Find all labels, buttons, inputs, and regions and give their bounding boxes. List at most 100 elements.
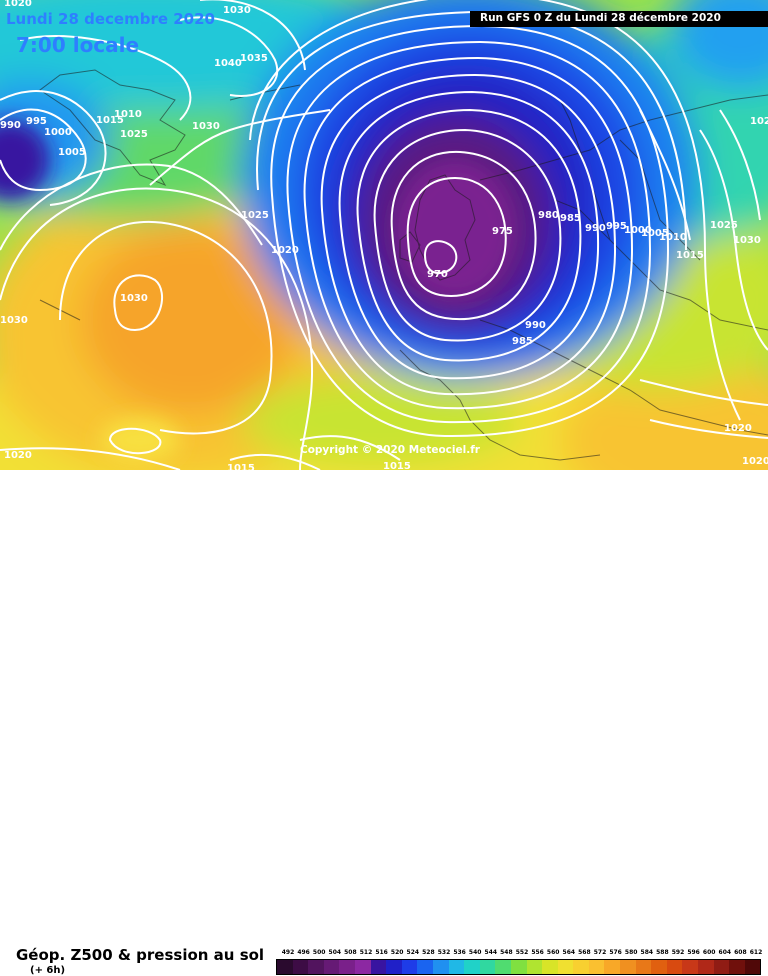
legend-swatch — [464, 960, 480, 974]
legend-value: 596 — [687, 949, 700, 956]
legend-value: 576 — [609, 949, 622, 956]
isobar-label: 985 — [560, 213, 581, 224]
legend-swatch — [417, 960, 433, 974]
isobar-label: 1005 — [58, 147, 86, 158]
legend-swatch — [386, 960, 402, 974]
forecast-date: Lundi 28 decembre 2020 — [6, 10, 215, 28]
isobar-label: 1025 — [241, 210, 269, 221]
isobar-label: 1030 — [120, 293, 148, 304]
legend-swatch — [323, 960, 340, 974]
legend-swatch — [401, 960, 418, 974]
legend-swatch — [713, 960, 730, 974]
color-legend — [276, 959, 762, 975]
legend-swatch — [682, 960, 699, 974]
legend-value: 492 — [281, 949, 295, 956]
legend-value: 540 — [468, 949, 482, 956]
isobar-label: 1025 — [120, 129, 148, 140]
legend-value: 504 — [328, 949, 342, 956]
legend-value: 580 — [624, 949, 638, 956]
legend-swatch — [370, 960, 387, 974]
legend-value: 572 — [593, 949, 607, 956]
isobar-label: 1015 — [96, 115, 124, 126]
legend-swatch — [588, 960, 605, 974]
isobar-label: 985 — [512, 336, 533, 347]
legend-swatch — [729, 960, 745, 974]
isobar-label: 1030 — [223, 5, 251, 16]
legend-swatch — [744, 960, 761, 974]
forecast-local-time: 7:00 locale — [16, 33, 140, 57]
legend-value: 544 — [484, 949, 498, 956]
legend-swatch — [479, 960, 496, 974]
isobar-label: 1000 — [44, 127, 72, 138]
z500-pressure-map: 1030 1040 1035 1010 1015 1025 1030 995 1… — [0, 0, 768, 470]
legend-value: 536 — [453, 949, 466, 956]
map-caption: Géop. Z500 & pression au sol — [16, 946, 265, 964]
legend-swatch — [432, 960, 449, 974]
legend-value: 568 — [578, 949, 591, 956]
legend-swatch — [448, 960, 465, 974]
isobar-label: 990 — [0, 120, 21, 131]
run-banner — [470, 11, 768, 27]
isobar-label: 1015 — [676, 250, 704, 261]
legend-swatch — [635, 960, 652, 974]
legend-value: 552 — [515, 949, 529, 956]
legend-swatch — [510, 960, 527, 974]
legend-value: 496 — [297, 949, 310, 956]
isobar-label: 1010 — [114, 109, 142, 120]
legend-swatch — [495, 960, 511, 974]
legend-swatch — [557, 960, 574, 974]
isobar-label: 1005 — [641, 228, 669, 239]
isobar-label: 1030 — [0, 315, 28, 326]
legend-value: 564 — [562, 949, 576, 956]
legend-value: 600 — [702, 949, 716, 956]
isobar-label: 1020 — [724, 423, 752, 434]
legend-value: 592 — [671, 949, 685, 956]
legend-swatch — [666, 960, 683, 974]
isobar-labels: 1030 1040 1035 1010 1015 1025 1030 995 1… — [0, 0, 768, 470]
copyright-notice: Copyright © 2020 Meteociel.fr — [300, 444, 480, 456]
legend-value: 608 — [734, 949, 747, 956]
isobar-label: 1000 — [624, 225, 652, 236]
legend-value: 556 — [531, 949, 544, 956]
legend-swatch — [354, 960, 371, 974]
weather-map: 1030 1040 1035 1010 1015 1025 1030 995 1… — [0, 0, 768, 470]
legend-swatch — [651, 960, 667, 974]
isobar-label: 1030 — [733, 235, 761, 246]
legend-swatch — [620, 960, 636, 974]
forecast-offset: (+ 6h) — [30, 965, 66, 976]
isobar-label: 975 — [492, 226, 513, 237]
legend-value: 524 — [406, 949, 420, 956]
legend-value: 548 — [500, 949, 513, 956]
legend-swatch — [292, 960, 309, 974]
legend-swatch — [277, 960, 293, 974]
legend-swatch — [604, 960, 621, 974]
legend-value: 532 — [437, 949, 451, 956]
isobar-label: 990 — [525, 320, 546, 331]
isobar-label: 1015 — [383, 461, 411, 470]
isobars — [0, 0, 768, 470]
legend-value: 588 — [656, 949, 669, 956]
isobar-label: 980 — [538, 210, 559, 221]
isobar-label: 995 — [606, 221, 627, 232]
run-label: Run GFS 0 Z du Lundi 28 décembre 2020 — [480, 12, 721, 24]
legend-swatch — [526, 960, 543, 974]
legend-value: 508 — [344, 949, 357, 956]
legend-value: 516 — [375, 949, 388, 956]
legend-value: 520 — [390, 949, 404, 956]
isobar-label: 1035 — [240, 53, 268, 64]
isobar-label: 1015 — [227, 463, 255, 470]
isobar-label: 995 — [26, 116, 47, 127]
isobar-label: 1020 — [4, 450, 32, 461]
isobar-label: 1010 — [659, 232, 687, 243]
legend-swatch — [542, 960, 558, 974]
legend-swatch — [573, 960, 589, 974]
legend-value: 512 — [359, 949, 373, 956]
legend-value: 528 — [422, 949, 435, 956]
isobar-label: 1040 — [214, 58, 242, 69]
legend-value: 500 — [312, 949, 326, 956]
legend-value: 560 — [546, 949, 560, 956]
map-footer: Géop. Z500 & pression au sol (+ 6h) 492 4… — [0, 470, 768, 976]
isobar-label: 990 — [585, 223, 606, 234]
legend-swatch — [308, 960, 324, 974]
geopotential-field — [0, 0, 768, 470]
